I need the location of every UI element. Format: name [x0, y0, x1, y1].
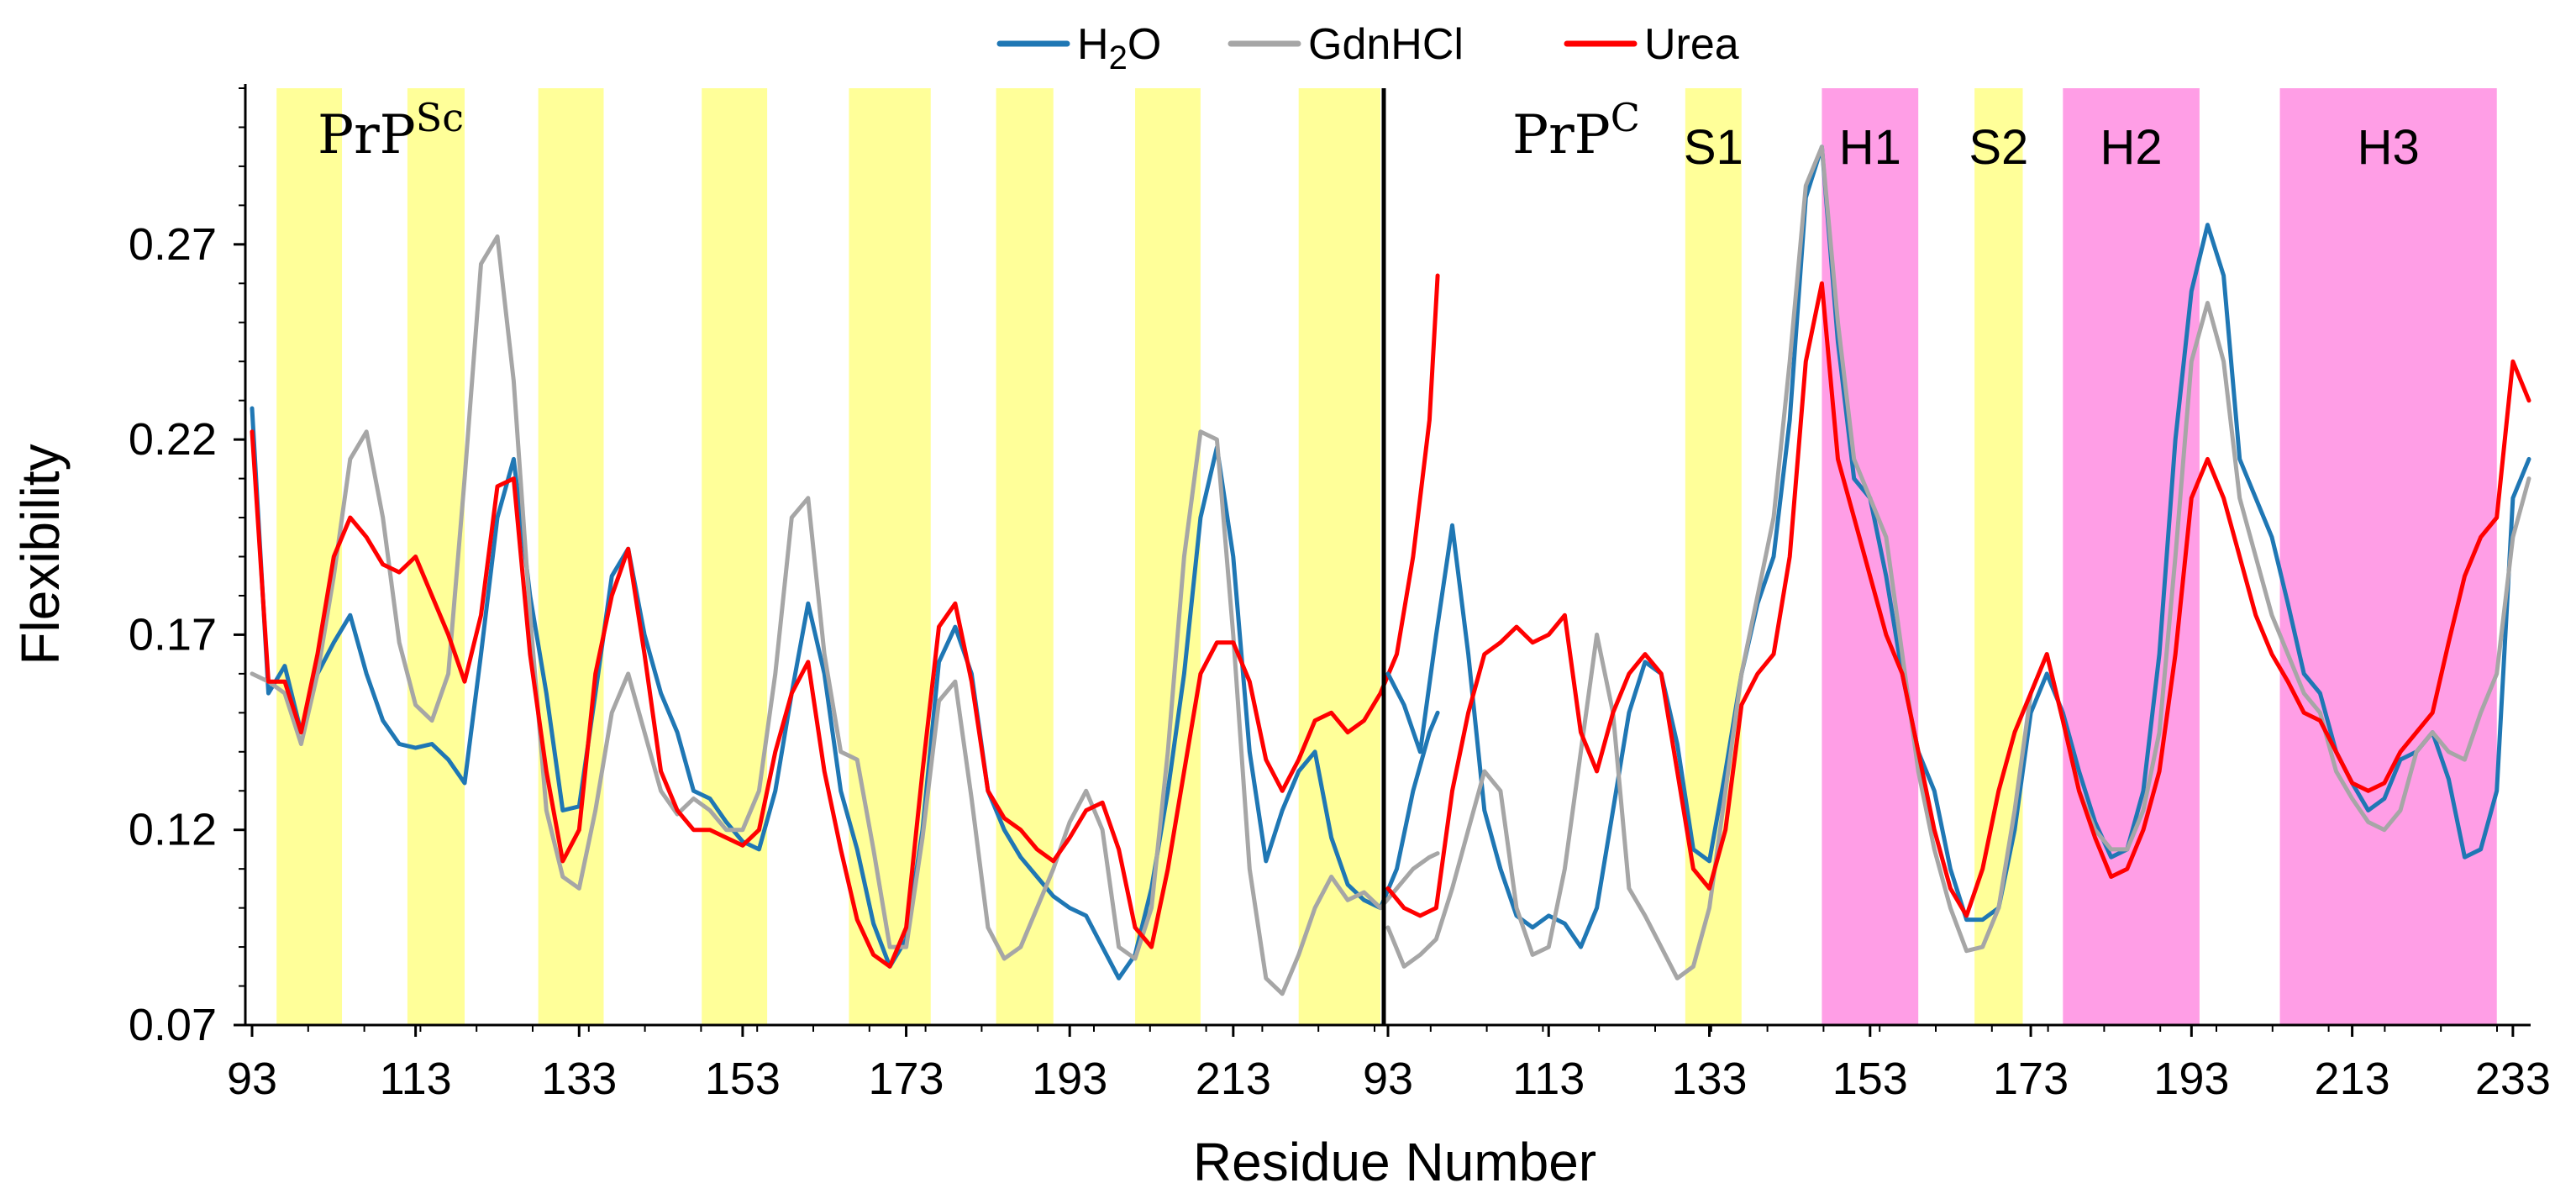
series-line-right-gdnhcl [1385, 145, 2531, 981]
x-tick-label: 93 [227, 1054, 277, 1104]
panel-label-right: PrPC [1512, 95, 1640, 166]
band-label-h1: H1 [1839, 120, 1901, 175]
band-left-2 [538, 88, 604, 1025]
legend: H2O GdnHCl Urea [996, 20, 1739, 76]
y-tick-label: 0.27 [129, 219, 217, 270]
band-right-1 [1822, 88, 1919, 1025]
band-right-2 [1974, 88, 2023, 1025]
legend-label-tail: O [1128, 20, 1161, 69]
x-tick-label: 93 [1363, 1054, 1413, 1104]
y-tick-label: 0.22 [129, 414, 217, 465]
secondary-structure-bands [276, 88, 2497, 1025]
panel-label-left: PrPSc [318, 95, 464, 166]
legend-label-main: H [1077, 20, 1109, 69]
x-tick-label: 193 [2153, 1054, 2229, 1104]
band-left-7 [1298, 88, 1380, 1025]
x-tick-label: 233 [2475, 1054, 2551, 1104]
band-right-3 [2063, 88, 2200, 1025]
y-tick-label: 0.12 [129, 805, 217, 855]
band-label-s1: S1 [1684, 120, 1743, 175]
panel-label-superscript: C [1611, 95, 1640, 140]
band-left-4 [849, 88, 931, 1025]
legend-label-urea: Urea [1644, 20, 1739, 69]
series-lines [250, 145, 2531, 996]
series-line-left-h2o [250, 406, 1440, 981]
x-tick-label: 173 [1993, 1054, 2069, 1104]
x-tick-label: 153 [1832, 1054, 1908, 1104]
band-label-h2: H2 [2100, 120, 2163, 175]
legend-label-subscript: 2 [1109, 39, 1128, 76]
legend-label-h2o: H2O [1077, 20, 1161, 76]
band-label-h3: H3 [2358, 120, 2420, 175]
x-tick-label: 113 [380, 1054, 452, 1104]
band-left-3 [702, 88, 768, 1025]
band-left-0 [276, 88, 343, 1025]
x-tick-label: 173 [868, 1054, 944, 1104]
band-label-s2: S2 [1969, 120, 2028, 175]
panel-label-superscript: Sc [416, 95, 464, 140]
y-axis-title: Flexibility [10, 444, 71, 665]
band-left-5 [996, 88, 1054, 1025]
legend-label-main: GdnHCl [1308, 20, 1464, 69]
y-tick-label: 0.17 [129, 609, 217, 660]
panel-label-main: PrP [1512, 104, 1611, 166]
axes: 93 113 133 153 173 193 213 93 113 133 153 173 193 213… [129, 84, 2551, 1104]
x-tick-label: 133 [1671, 1054, 1747, 1104]
band-left-6 [1135, 88, 1201, 1025]
x-tick-label: 153 [705, 1054, 781, 1104]
series-line-left-urea [250, 273, 1440, 969]
x-tick-label: 133 [541, 1054, 617, 1104]
x-tick-label: 213 [2315, 1054, 2390, 1104]
band-right-4 [2279, 88, 2497, 1025]
legend-label-gdnhcl: GdnHCl [1308, 20, 1464, 69]
series-line-right-urea [1385, 281, 2531, 918]
legend-label-main: Urea [1644, 20, 1739, 69]
x-axis-title: Residue Number [1193, 1132, 1596, 1192]
panel-label-main: PrP [318, 104, 416, 166]
y-tick-label: 0.07 [129, 1000, 217, 1050]
x-tick-label: 193 [1032, 1054, 1107, 1104]
x-tick-label: 113 [1512, 1054, 1585, 1104]
x-tick-label: 213 [1196, 1054, 1271, 1104]
